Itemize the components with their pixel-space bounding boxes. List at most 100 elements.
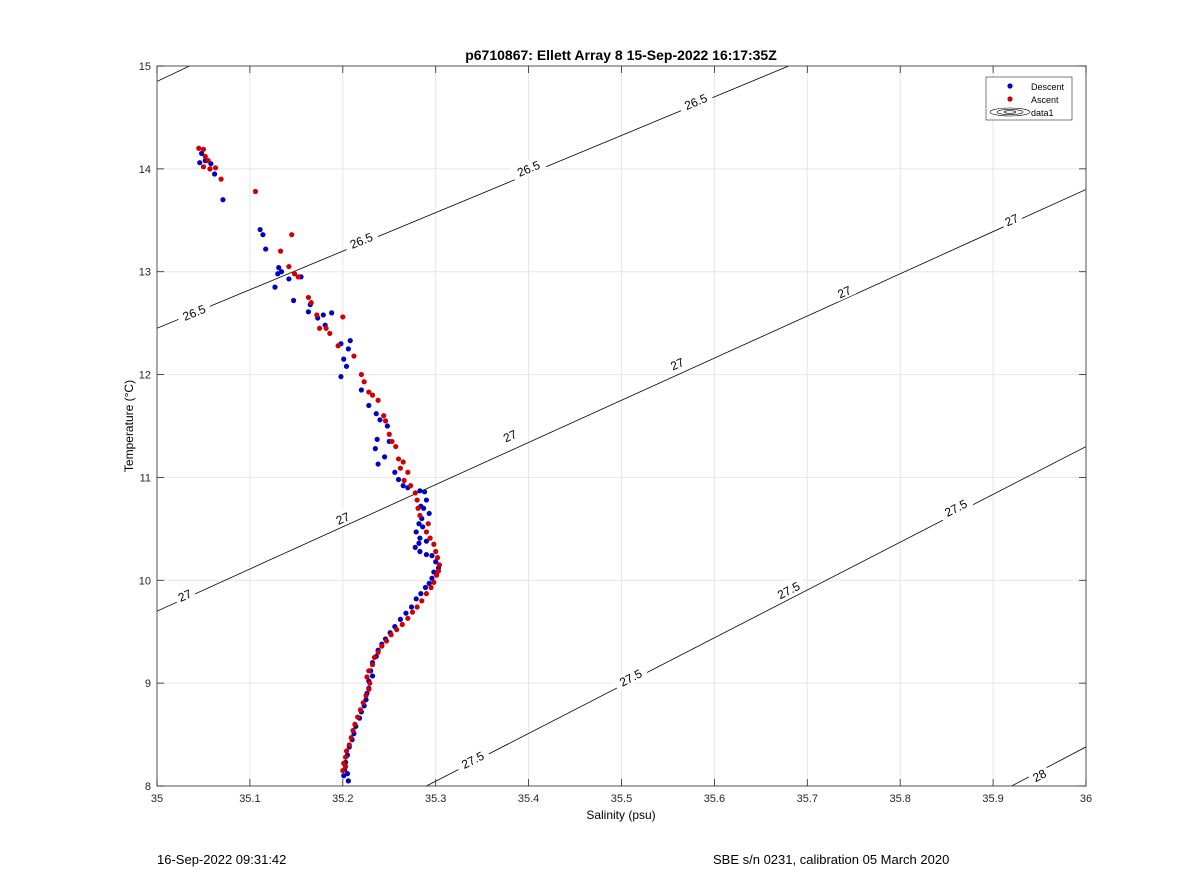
descent-point (421, 489, 428, 495)
x-tick-label: 35.2 (332, 793, 353, 805)
descent-point (329, 310, 335, 316)
ascent-point (414, 604, 420, 610)
descent-point (375, 461, 381, 467)
ascent-point (342, 754, 349, 760)
y-tick-label: 9 (145, 678, 151, 690)
ascent-point (414, 497, 420, 503)
y-tick-label: 11 (140, 472, 151, 484)
descent-point (382, 454, 388, 460)
descent-point (372, 446, 378, 452)
ascent-point (200, 164, 207, 170)
ascent-point (394, 627, 400, 633)
ascent-point (433, 548, 439, 555)
ascent-point (327, 330, 333, 337)
contour-label-bg (612, 663, 649, 692)
ascent-point (425, 521, 431, 527)
ascent-point (305, 294, 312, 301)
ascent-point (218, 176, 224, 182)
ascent-point (367, 680, 373, 686)
ascent-point (252, 188, 259, 195)
ascent-point (382, 418, 389, 424)
descent-point (400, 483, 406, 489)
x-tick-label: 35.7 (797, 793, 818, 805)
ascent-point (295, 274, 301, 280)
descent-point (423, 551, 430, 558)
axes-ticks: 35 35.1 35.2 35.3 35.4 35.5 35.6 35.7 35.8 35.9 36… (139, 61, 1092, 805)
ascent-point (352, 721, 358, 727)
descent-point (272, 284, 278, 290)
descent-point (433, 559, 439, 565)
ascent-point (291, 271, 298, 277)
contour-label: 27 (330, 507, 355, 529)
ascent-point (435, 568, 442, 574)
ascent-point (355, 714, 361, 720)
descent-point (397, 616, 403, 622)
y-tick-label: 15 (139, 61, 151, 73)
ascent-point (207, 166, 213, 172)
descent-point (320, 312, 326, 318)
y-axis-label: Temperature (°C) (122, 380, 136, 472)
isopycnal-27.5 (426, 446, 1086, 786)
descent-point (345, 778, 351, 784)
descent-point (341, 356, 347, 362)
ascent-point (364, 674, 370, 680)
footer-calibration: SBE s/n 0231, calibration 05 March 2020 (713, 852, 950, 867)
descent-point (421, 505, 427, 511)
descent-point (417, 535, 423, 541)
ascent-point (335, 343, 341, 349)
legend-descent-marker (1007, 83, 1013, 89)
contour-label-text: 27 (501, 427, 519, 445)
ascent-point (379, 643, 385, 649)
descent-point (343, 363, 350, 369)
contour-label: 27 (832, 280, 857, 302)
ascent-point (431, 541, 437, 547)
ascent-point (366, 668, 372, 674)
descent-point (384, 423, 390, 429)
ascent-point (423, 529, 430, 535)
ascent-point (417, 512, 423, 519)
ascent-point (369, 392, 376, 398)
contour-label-text: 27 (668, 355, 686, 373)
isopycnal-27 (157, 189, 1086, 612)
ascent-point (393, 443, 399, 450)
descent-point (429, 553, 435, 559)
descent-point (344, 771, 351, 777)
descent-point (403, 610, 409, 616)
descent-point (374, 436, 380, 442)
ascent-point (375, 649, 381, 655)
descent-point (305, 309, 312, 315)
legend-ascent-label: Ascent (1031, 95, 1059, 105)
ascent-point (383, 638, 390, 644)
contour-label-bg (1026, 763, 1052, 786)
ascent-point (405, 615, 411, 621)
descent-point (413, 529, 419, 535)
contour-label-bg (999, 208, 1024, 230)
ascent-point (361, 379, 367, 385)
ascent-point (346, 742, 352, 748)
ascent-point (389, 438, 395, 445)
y-tick-label: 10 (139, 575, 151, 587)
y-tick-label: 14 (139, 164, 151, 176)
descent-point (423, 497, 430, 503)
descent-point (369, 673, 376, 679)
ascent-point (366, 389, 372, 395)
descent-point (198, 150, 205, 157)
x-tick-label: 35.8 (889, 793, 910, 805)
ascent-point (277, 248, 284, 254)
descent-point (347, 338, 353, 344)
legend-contour-icon (989, 107, 1031, 117)
descent-point (220, 197, 226, 203)
ascent-point (412, 490, 418, 496)
descent-point (290, 297, 297, 304)
ascent-point (408, 483, 414, 489)
ascent-point (375, 397, 381, 403)
descent-point (345, 346, 351, 352)
ascent-point (397, 465, 403, 471)
contour-label: 27 (999, 208, 1024, 230)
ascent-point (434, 555, 441, 561)
contour-label-bg (172, 584, 197, 606)
descent-point (260, 232, 266, 238)
descent-point (417, 488, 423, 494)
x-tick-label: 35.4 (518, 793, 539, 805)
contour-label-bg (454, 745, 491, 774)
